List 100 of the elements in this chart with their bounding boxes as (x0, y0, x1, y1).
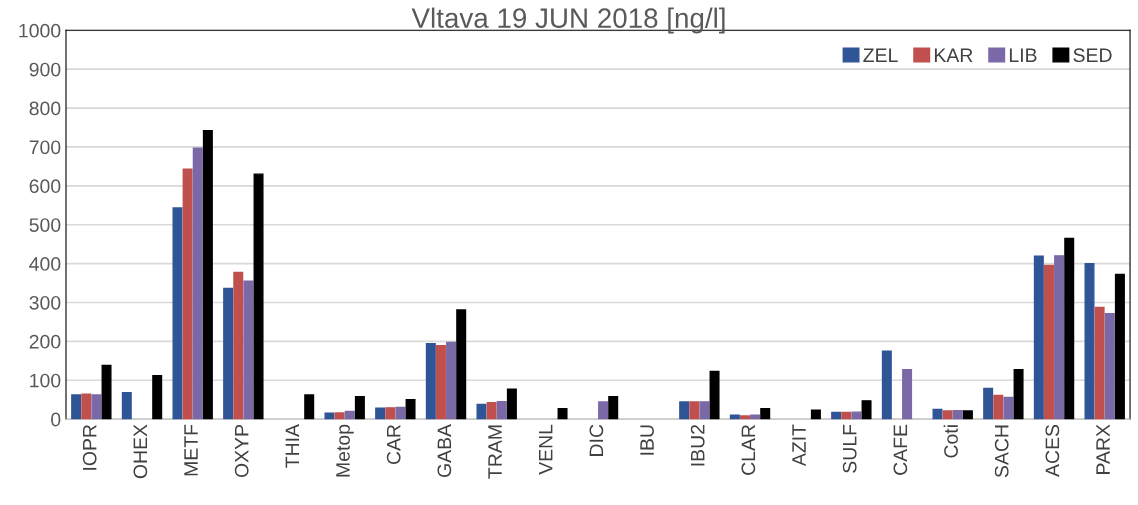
bar (223, 287, 234, 420)
x-tick-label: DIC (589, 424, 604, 456)
x-tick-label: SACH (994, 425, 1009, 478)
bar (810, 409, 821, 420)
bar (932, 408, 943, 420)
bar (182, 168, 193, 420)
bar (831, 411, 842, 420)
bar (486, 402, 497, 420)
bar (1033, 255, 1044, 420)
bar (375, 407, 386, 420)
x-tick-label: OHEX (133, 424, 148, 479)
bar (91, 394, 102, 420)
bar (679, 401, 690, 420)
y-tick-label: 100 (30, 373, 61, 388)
y-tick-label: 700 (29, 140, 61, 155)
y-tick-label: 300 (29, 295, 61, 310)
bar (760, 407, 771, 420)
bar (1084, 262, 1095, 420)
x-tick-label: Metop (336, 424, 354, 477)
bar (243, 280, 254, 420)
bar (435, 344, 446, 420)
bar (121, 392, 132, 420)
bar (202, 129, 213, 420)
x-tick-label: CLAR (741, 424, 756, 475)
bar (1054, 255, 1065, 420)
bar (1043, 264, 1054, 420)
bar (881, 350, 892, 420)
y-tick-label: 400 (29, 257, 61, 271)
bar (598, 401, 609, 420)
bar (324, 412, 335, 420)
bar (152, 374, 163, 420)
bar (739, 415, 750, 420)
bar (1013, 369, 1024, 420)
bar (425, 343, 436, 420)
x-tick-label: IBU2 (690, 424, 705, 466)
x-tick-label: SULF (842, 424, 857, 473)
bar (699, 401, 710, 420)
y-tick-label: 0 (51, 412, 61, 427)
bar (902, 369, 913, 420)
y-tick-label: 800 (29, 101, 61, 116)
bar (101, 364, 112, 420)
bar (446, 341, 457, 420)
bar (233, 271, 244, 420)
bar (476, 403, 487, 420)
legend-label: LIB (1009, 48, 1037, 62)
x-tick-label: THIA (285, 424, 300, 468)
bar (608, 395, 619, 420)
bar (861, 400, 872, 420)
bar (253, 173, 264, 420)
y-tick-label: 200 (29, 334, 61, 349)
bar (841, 411, 852, 420)
legend-label: SED (1073, 48, 1112, 63)
y-tick-label: 900 (29, 62, 61, 77)
bar (709, 370, 720, 420)
chart-title: Vltava 19 JUN 2018 [ng/l] (411, 7, 725, 34)
x-tick-label: AZIT (792, 424, 806, 467)
bar (334, 412, 345, 420)
bar (962, 410, 973, 420)
bar (1114, 273, 1125, 420)
bar (851, 411, 862, 420)
bar (496, 400, 507, 420)
x-tick-label: VENL (539, 424, 553, 475)
bar (942, 410, 953, 420)
x-tick-label: METF (184, 424, 198, 476)
x-tick-label: PARX (1096, 424, 1110, 474)
bar (81, 393, 92, 420)
bar (1104, 313, 1115, 420)
bar (385, 407, 396, 420)
bar (405, 399, 416, 420)
bar (1064, 237, 1075, 420)
bar (1094, 306, 1105, 420)
bar (172, 207, 183, 420)
x-tick-label: IOPR (82, 424, 97, 470)
y-tick-label: 1000 (19, 23, 61, 38)
legend-label: KAR (934, 48, 973, 62)
bar (557, 407, 568, 420)
bar (993, 394, 1004, 420)
bar (729, 414, 740, 420)
legend-label: ZEL (863, 48, 898, 62)
x-tick-label: GABA (437, 424, 452, 478)
bar (354, 395, 365, 420)
x-tick-label: CAR (386, 424, 401, 465)
bar (983, 387, 994, 420)
bar (506, 388, 517, 420)
bar (689, 401, 700, 420)
bar (1003, 396, 1014, 420)
bar (344, 410, 355, 420)
x-tick-label: CAFE (893, 424, 908, 475)
x-tick-label: Coti (943, 425, 958, 458)
bar (456, 309, 467, 420)
bar (192, 147, 203, 420)
bar (304, 394, 315, 420)
x-tick-label: IBU (640, 425, 654, 455)
x-tick-label: ACES (1045, 424, 1060, 477)
bar (750, 414, 761, 420)
y-tick-label: 600 (29, 179, 61, 194)
bar (395, 406, 406, 420)
bar (952, 409, 963, 420)
bar (71, 394, 82, 420)
x-tick-label: TRAM (488, 425, 502, 479)
